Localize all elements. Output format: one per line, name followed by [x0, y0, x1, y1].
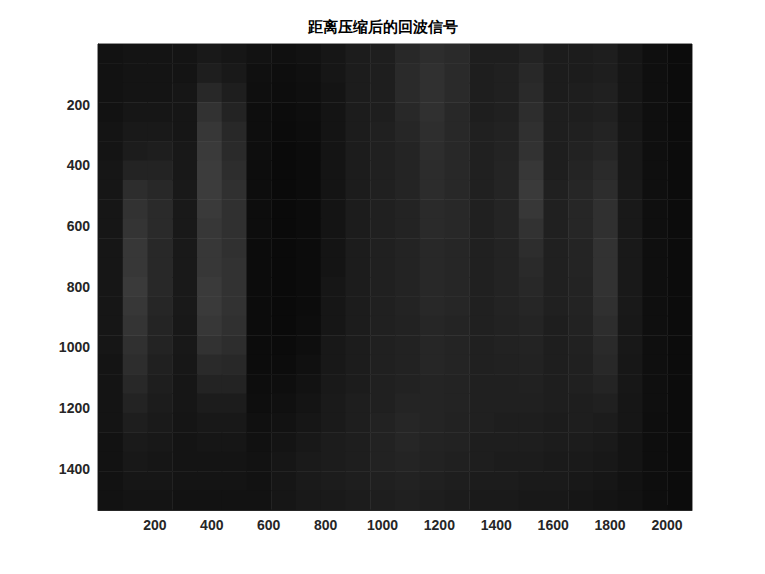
svg-text:1000: 1000	[367, 517, 398, 533]
svg-text:800: 800	[314, 517, 338, 533]
svg-text:200: 200	[143, 517, 167, 533]
svg-text:1200: 1200	[424, 517, 455, 533]
svg-text:400: 400	[200, 517, 224, 533]
svg-text:2000: 2000	[651, 517, 682, 533]
svg-text:200: 200	[67, 97, 91, 113]
svg-text:距离压缩后的回波信号: 距离压缩后的回波信号	[307, 18, 458, 35]
svg-text:1400: 1400	[59, 461, 90, 477]
svg-text:600: 600	[67, 218, 91, 234]
svg-text:800: 800	[67, 279, 91, 295]
svg-text:1400: 1400	[481, 517, 512, 533]
svg-text:1800: 1800	[594, 517, 625, 533]
svg-text:1200: 1200	[59, 400, 90, 416]
svg-text:400: 400	[67, 157, 91, 173]
svg-text:1600: 1600	[538, 517, 569, 533]
svg-text:600: 600	[257, 517, 281, 533]
svg-text:1000: 1000	[59, 339, 90, 355]
